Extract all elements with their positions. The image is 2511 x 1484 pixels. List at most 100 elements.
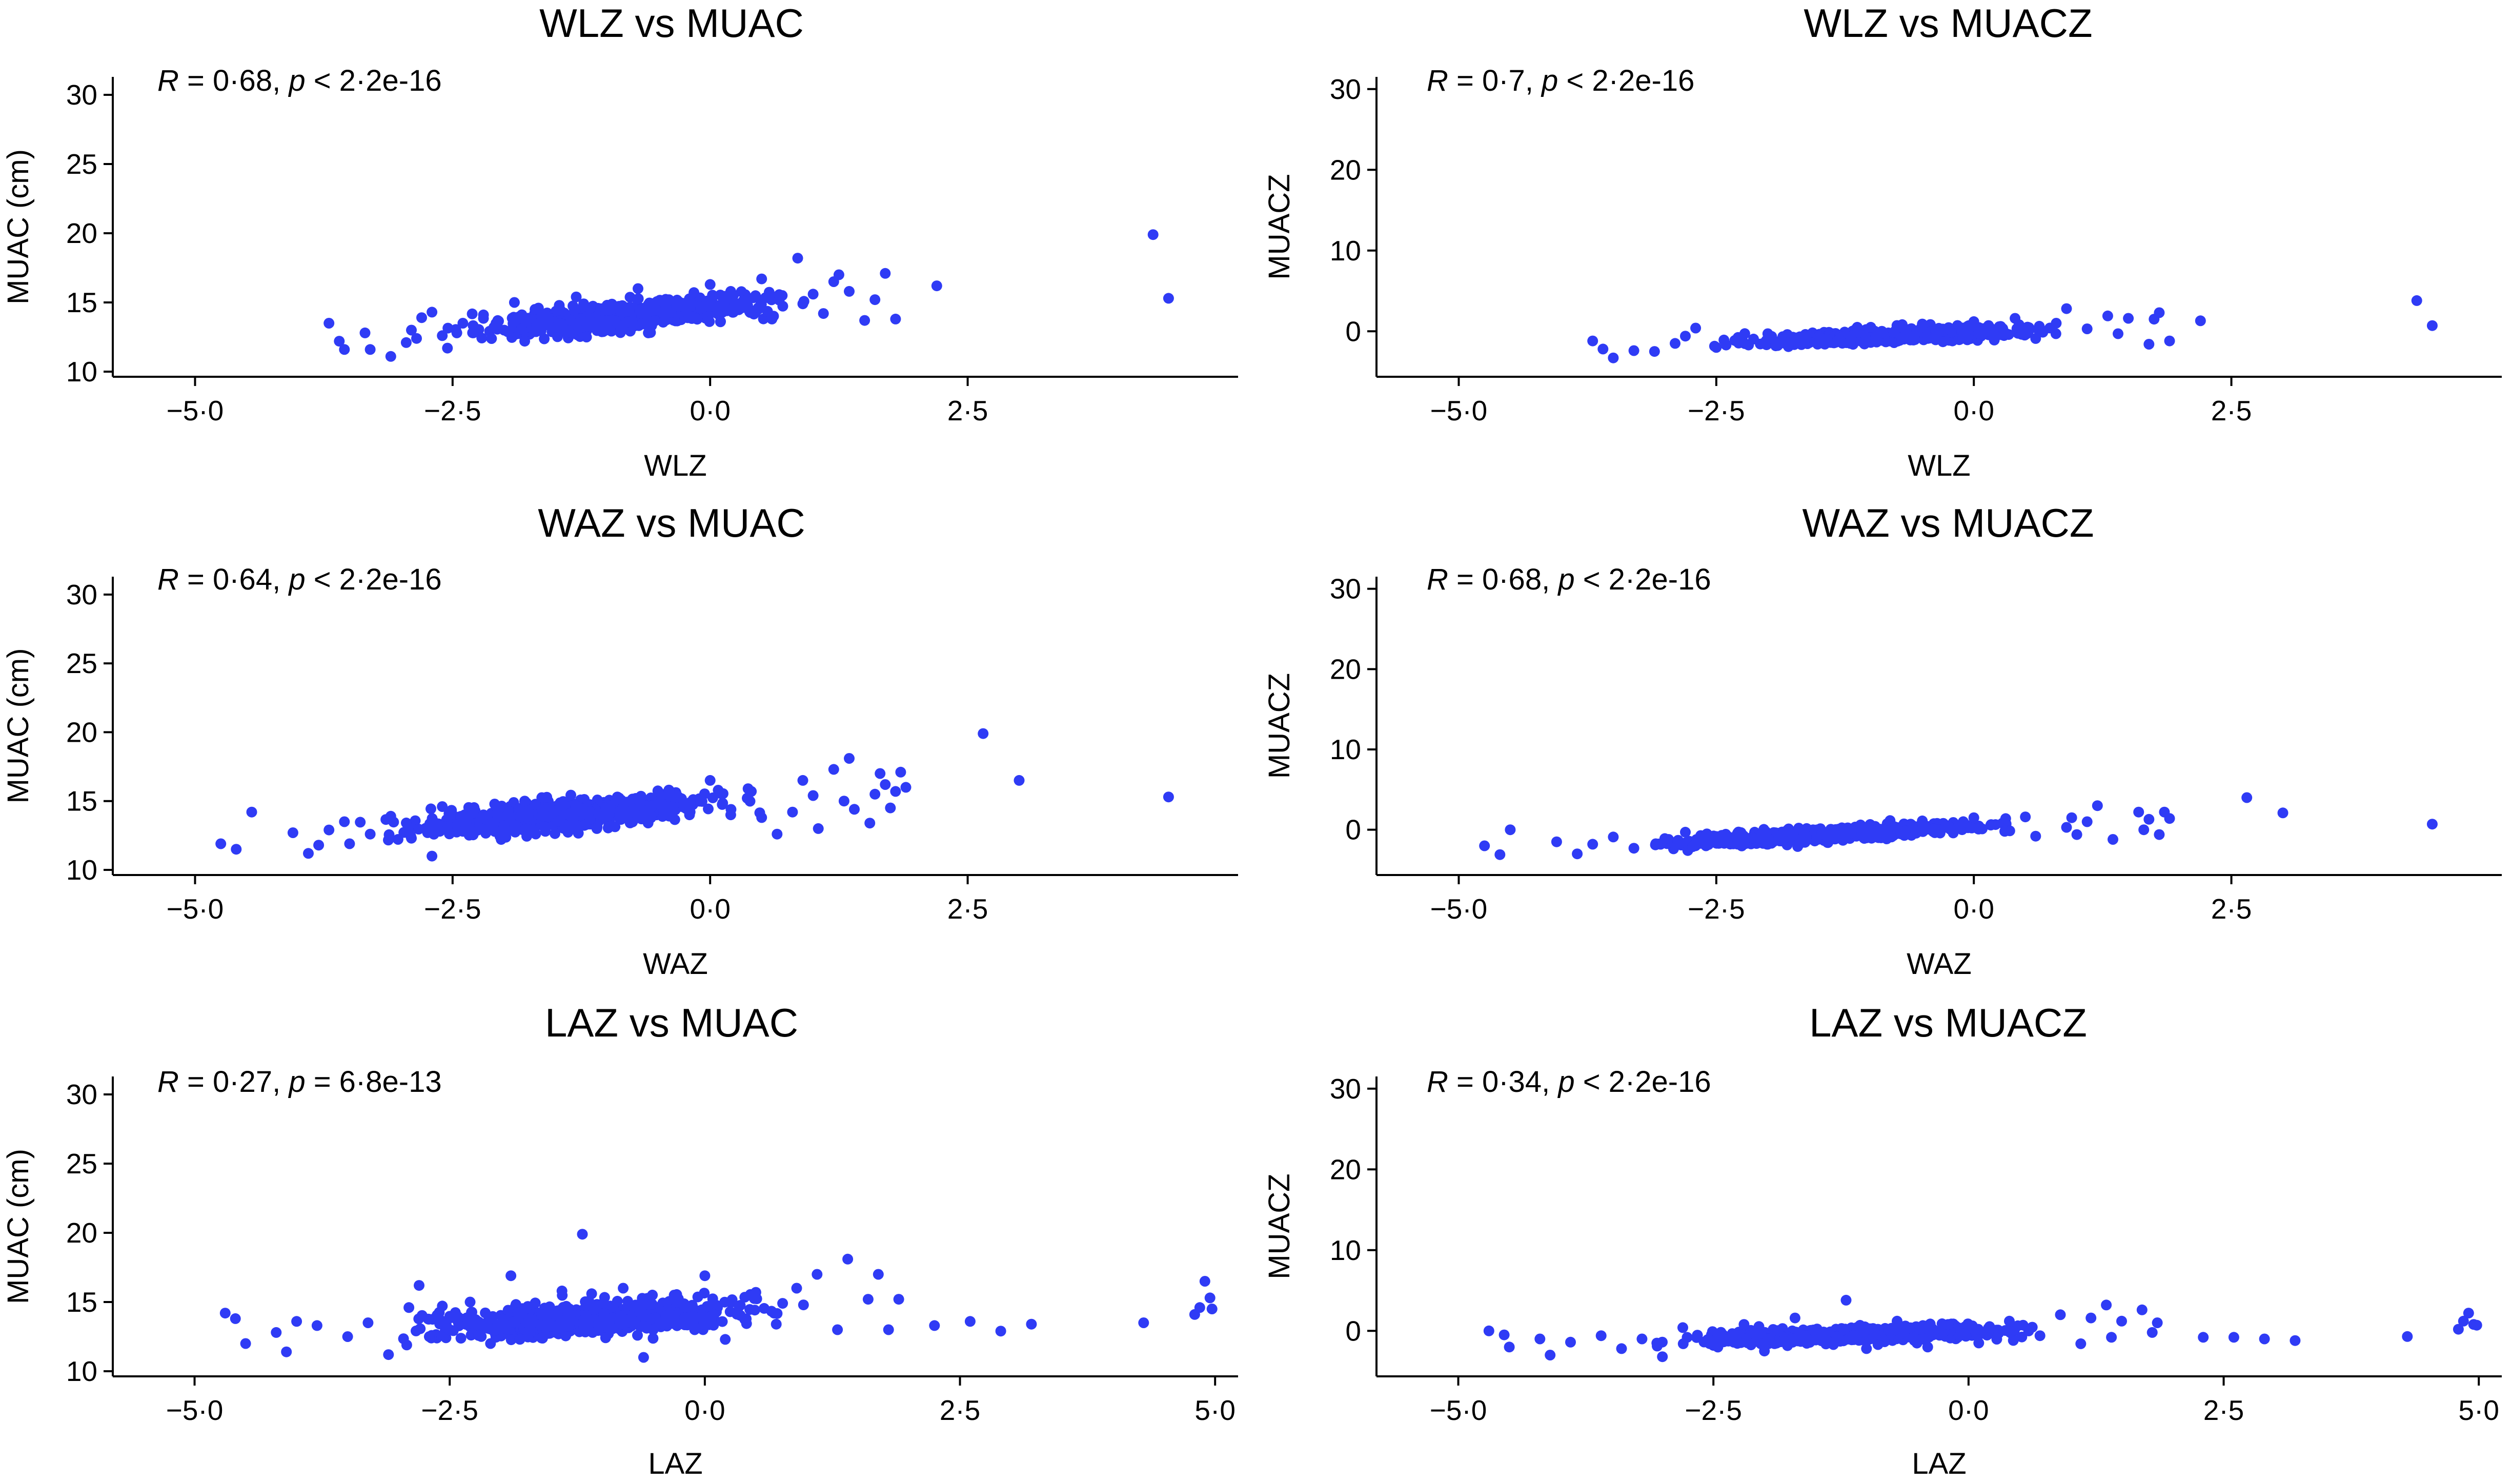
data-point [1748, 333, 1759, 344]
data-point [1680, 826, 1691, 838]
annotation-p-value: < 2·2e-16 [1558, 64, 1694, 97]
data-point [464, 1296, 476, 1308]
data-point [490, 1325, 501, 1336]
data-point [455, 1333, 467, 1344]
data-point [2101, 1299, 2112, 1311]
y-tick-label: 10 [1330, 1234, 1361, 1266]
data-point [849, 804, 860, 815]
data-point [746, 305, 757, 316]
data-point [734, 299, 744, 311]
data-point [2411, 295, 2422, 306]
data-point [715, 316, 726, 328]
data-point [2081, 816, 2093, 827]
data-point [556, 1285, 568, 1296]
data-point [1900, 826, 1911, 837]
x-tick-label: −2·5 [1688, 395, 1745, 426]
data-point [1973, 1337, 1984, 1349]
data-point [1917, 318, 1928, 330]
data-point [1993, 1328, 2004, 1339]
data-point [437, 330, 448, 341]
data-point [2290, 1335, 2301, 1346]
data-point [550, 322, 561, 333]
data-point [1147, 229, 1159, 240]
data-point [1738, 1319, 1750, 1330]
data-point [437, 1300, 448, 1312]
y-tick-label: 10 [66, 356, 97, 388]
data-point [468, 327, 479, 338]
data-point [1942, 1319, 1954, 1330]
data-point [1659, 833, 1670, 844]
annotation-r-symbol: R [1427, 1065, 1448, 1099]
data-point [1597, 343, 1609, 355]
panel-4: WAZ vs MUACZ R = 0·68, p < 2·2e-16 0 10 20 30… [1263, 500, 2502, 981]
data-point [645, 1313, 656, 1325]
data-point [2012, 1320, 2023, 1331]
data-point [717, 799, 728, 810]
data-point [1845, 338, 1856, 349]
data-point [577, 1229, 588, 1240]
data-point [1861, 1343, 1872, 1354]
data-point [890, 786, 901, 797]
data-point [2030, 333, 2041, 344]
data-point [2061, 822, 2072, 833]
data-point [1551, 836, 1562, 847]
data-point [703, 803, 714, 815]
data-point [704, 775, 716, 786]
x-tick-label: −5·0 [1430, 893, 1488, 925]
data-point [468, 829, 479, 841]
annotation-r-symbol: R [157, 563, 179, 596]
data-point [1572, 848, 1583, 860]
point-cloud [1650, 813, 2015, 856]
x-tick-label: −2·5 [424, 395, 481, 426]
y-tick-label: 10 [1330, 734, 1361, 765]
annotation-p-value: < 2·2e-16 [306, 64, 442, 97]
data-point [777, 300, 788, 312]
data-point [1718, 334, 1730, 345]
data-point [1628, 345, 1639, 356]
data-point [707, 1308, 719, 1319]
data-point [508, 318, 519, 329]
data-point [1707, 831, 1717, 843]
data-point [1163, 293, 1174, 304]
data-point [704, 279, 716, 290]
data-point [519, 796, 530, 807]
panel-title: LAZ vs MUACZ [1809, 1000, 2087, 1045]
data-point [512, 1307, 523, 1318]
data-point [476, 332, 488, 343]
data-point [422, 826, 434, 838]
data-point [650, 304, 661, 316]
data-point [1886, 831, 1897, 843]
data-point [818, 308, 829, 319]
y-axis-label: MUACZ [1263, 174, 1296, 279]
data-point [622, 316, 633, 328]
data-point [1657, 1351, 1668, 1363]
data-point [731, 1309, 742, 1320]
panel-title: WAZ vs MUAC [538, 500, 805, 545]
correlation-annotation: R = 0·27, p = 6·8e-13 [157, 1065, 442, 1099]
data-point [663, 294, 675, 306]
data-point [478, 309, 489, 320]
data-point [1917, 815, 1928, 826]
data-point [2085, 1312, 2097, 1324]
data-point [636, 308, 647, 319]
data-point [240, 1338, 251, 1349]
data-point [1989, 330, 2000, 341]
data-point [875, 768, 886, 779]
annotation-p-symbol: p [288, 563, 305, 596]
data-point [1937, 336, 1949, 348]
data-point [1479, 840, 1490, 851]
data-point [766, 313, 778, 324]
data-point [2133, 806, 2144, 818]
panel-2: WLZ vs MUACZ R = 0·7, p < 2·2e-16 0 10 20 30 −… [1263, 1, 2502, 482]
data-point [1773, 830, 1785, 842]
data-point [1968, 812, 1979, 823]
data-point [1861, 832, 1872, 843]
x-tick-label: 2·5 [2211, 395, 2252, 426]
annotation-r-value: = 0·68, [1448, 563, 1558, 596]
data-point [323, 318, 335, 329]
data-point [652, 785, 663, 797]
data-point [1789, 1312, 1800, 1324]
data-point [465, 1317, 476, 1329]
data-point [666, 307, 677, 318]
data-point [1870, 330, 1881, 341]
